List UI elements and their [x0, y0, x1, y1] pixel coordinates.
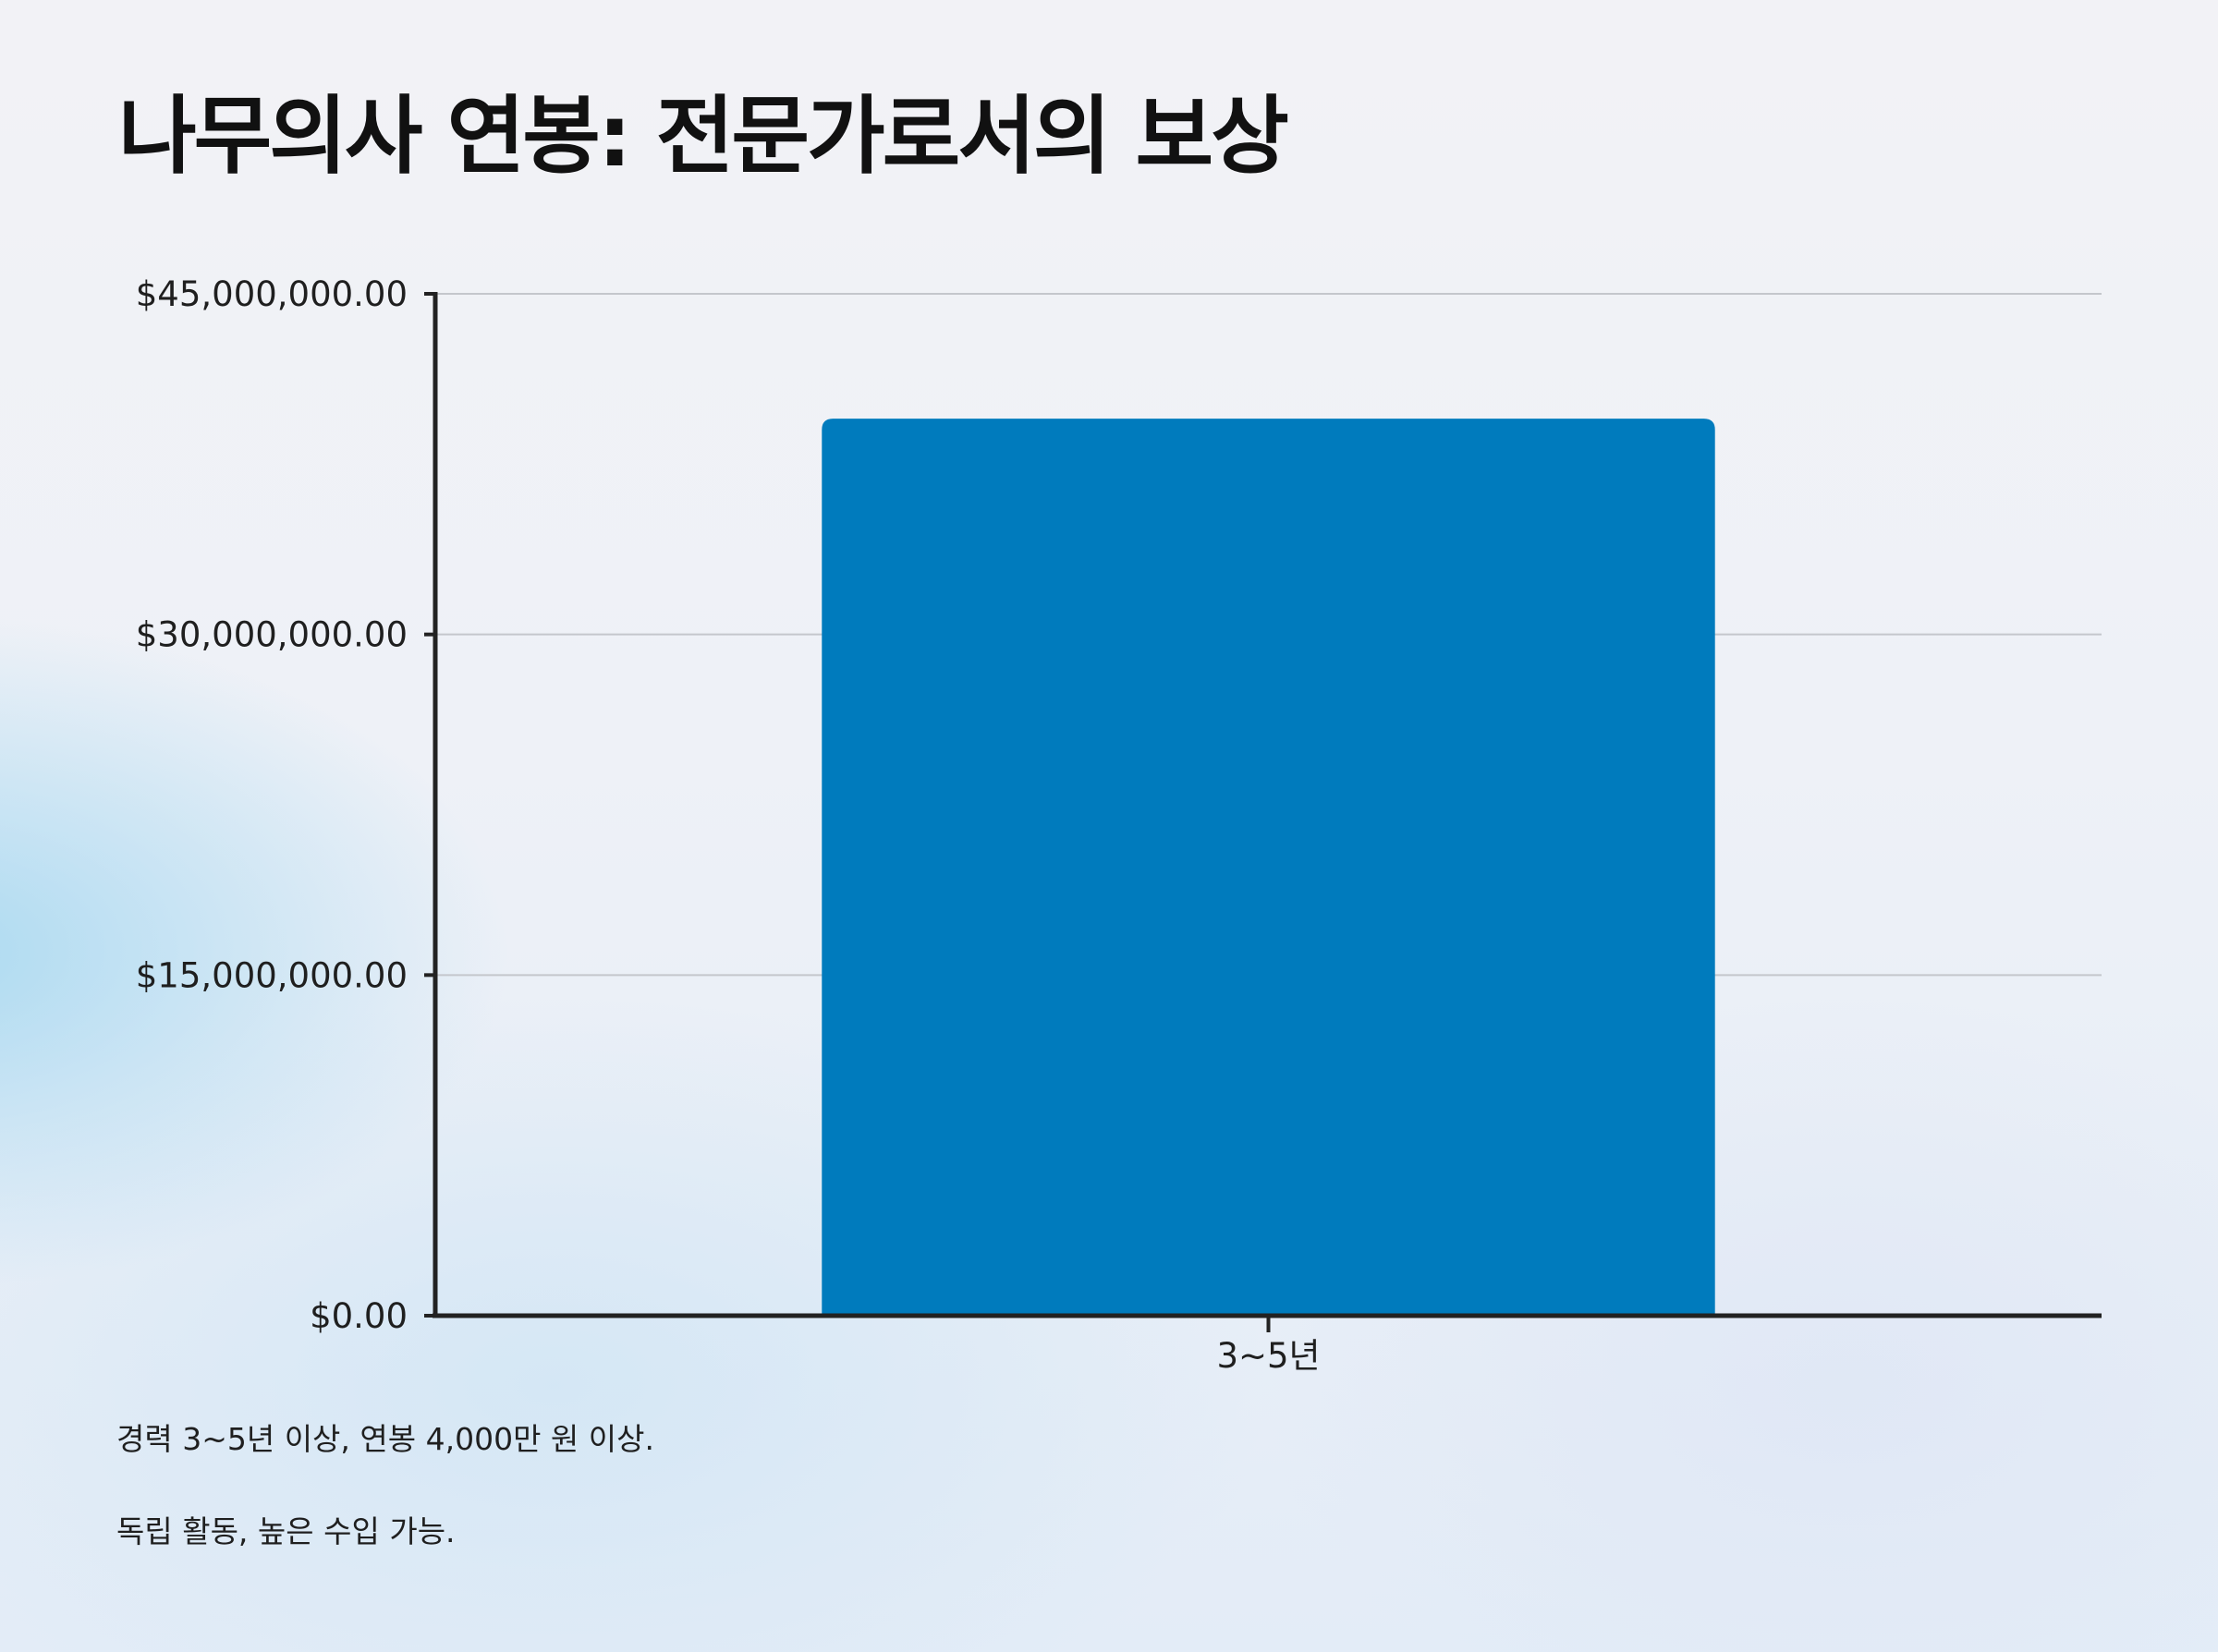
footnote-independence: 독립 활동, 높은 수입 가능. — [116, 1513, 456, 1549]
x-ticks: 3~5년 — [1216, 1316, 1321, 1376]
footnote-experience: 경력 3~5년 이상, 연봉 4,000만 원 이상. — [116, 1421, 654, 1457]
chart-title: 나무의사 연봉: 전문가로서의 보상 — [118, 87, 1289, 186]
bars — [822, 419, 1715, 1317]
y-ticks: $0.00 $15,000,000.00 $30,000,000.00 $45,000… — [136, 274, 435, 1336]
y-tick-label: $0.00 — [310, 1296, 408, 1336]
y-tick-label: $45,000,000.00 — [136, 274, 408, 314]
x-tick-label: 3~5년 — [1216, 1336, 1320, 1376]
y-tick-label: $30,000,000.00 — [136, 615, 408, 655]
y-tick-label: $15,000,000.00 — [136, 955, 408, 995]
bar-0 — [822, 419, 1715, 1317]
